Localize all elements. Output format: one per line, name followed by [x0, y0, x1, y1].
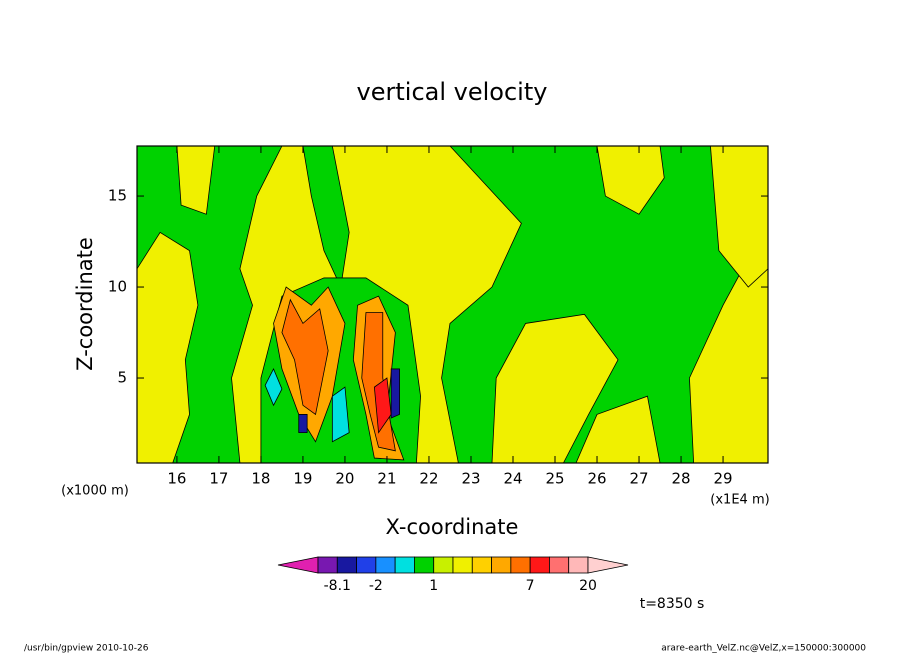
- colorbar-segment: [510, 556, 531, 574]
- y-tick-label: 10: [108, 278, 127, 296]
- colorbar-tick-label: 7: [526, 578, 535, 594]
- colorbar: -8.1 -2 1 7 20: [277, 556, 629, 594]
- contour-region: [298, 414, 308, 434]
- colorbar-tick-label: -8.1: [324, 578, 351, 594]
- time-label: t=8350 s: [640, 596, 705, 612]
- contour-region: [390, 368, 400, 419]
- y-tick-label: 5: [117, 369, 127, 387]
- colorbar-segment: [356, 556, 377, 574]
- colorbar-tick-label: 20: [579, 578, 597, 594]
- colorbar-tick-label: -2: [369, 578, 383, 594]
- x-tick-label: 19: [293, 470, 312, 488]
- colorbar-segment: [491, 556, 512, 574]
- footer-left: /usr/bin/gpview 2010-10-26: [24, 644, 149, 654]
- contour-region: [331, 386, 350, 443]
- contour-region: [281, 298, 329, 416]
- contour-region: [264, 367, 283, 407]
- colorbar-extend-low: [277, 556, 319, 574]
- x-tick-label: 18: [251, 470, 270, 488]
- contour-region: [710, 146, 768, 288]
- colorbar-segment: [433, 556, 454, 574]
- colorbar-segment: [471, 556, 492, 574]
- contour-region: [373, 377, 392, 434]
- chart-title: vertical velocity: [357, 78, 548, 106]
- x-tick-label: 28: [671, 470, 690, 488]
- colorbar-segment: [452, 556, 473, 574]
- footer-right: arare-earth_VelZ.nc@VelZ,x=150000:300000: [661, 644, 866, 654]
- colorbar-segment: [568, 556, 589, 574]
- x-tick-label: 22: [419, 470, 438, 488]
- colorbar-segment: [414, 556, 435, 574]
- x-tick-label: 26: [587, 470, 606, 488]
- colorbar-segment: [336, 556, 357, 574]
- x-tick-label: 23: [461, 470, 480, 488]
- contour-region: [176, 146, 216, 215]
- contour-field: [137, 146, 768, 463]
- x-tick-label: 24: [503, 470, 522, 488]
- colorbar-segment: [375, 556, 396, 574]
- x-tick-label: 20: [335, 470, 354, 488]
- y-tick-label: 15: [108, 187, 127, 205]
- colorbar-segment: [394, 556, 415, 574]
- contour-region: [491, 313, 619, 463]
- x-tick-label: 16: [167, 470, 186, 488]
- colorbar-tick-label: 1: [429, 578, 438, 594]
- colorbar-segment: [317, 556, 338, 574]
- x-tick-label: 17: [209, 470, 228, 488]
- y-unit: (x1000 m): [61, 484, 129, 499]
- x-tick-label: 29: [714, 470, 733, 488]
- x-tick-label: 21: [377, 470, 396, 488]
- colorbar-segment: [549, 556, 570, 574]
- x-tick-label: 27: [629, 470, 648, 488]
- colorbar-extend-high: [587, 556, 629, 574]
- plot-frame: [136, 145, 769, 464]
- y-axis-label: Z-coordinate: [73, 237, 97, 371]
- contour-region: [596, 146, 665, 215]
- contour-region: [137, 231, 199, 463]
- colorbar-segment: [529, 556, 550, 574]
- x-axis-label: X-coordinate: [386, 515, 519, 539]
- x-unit: (x1E4 m): [710, 493, 769, 508]
- contour-region: [575, 395, 661, 463]
- x-tick-label: 25: [545, 470, 564, 488]
